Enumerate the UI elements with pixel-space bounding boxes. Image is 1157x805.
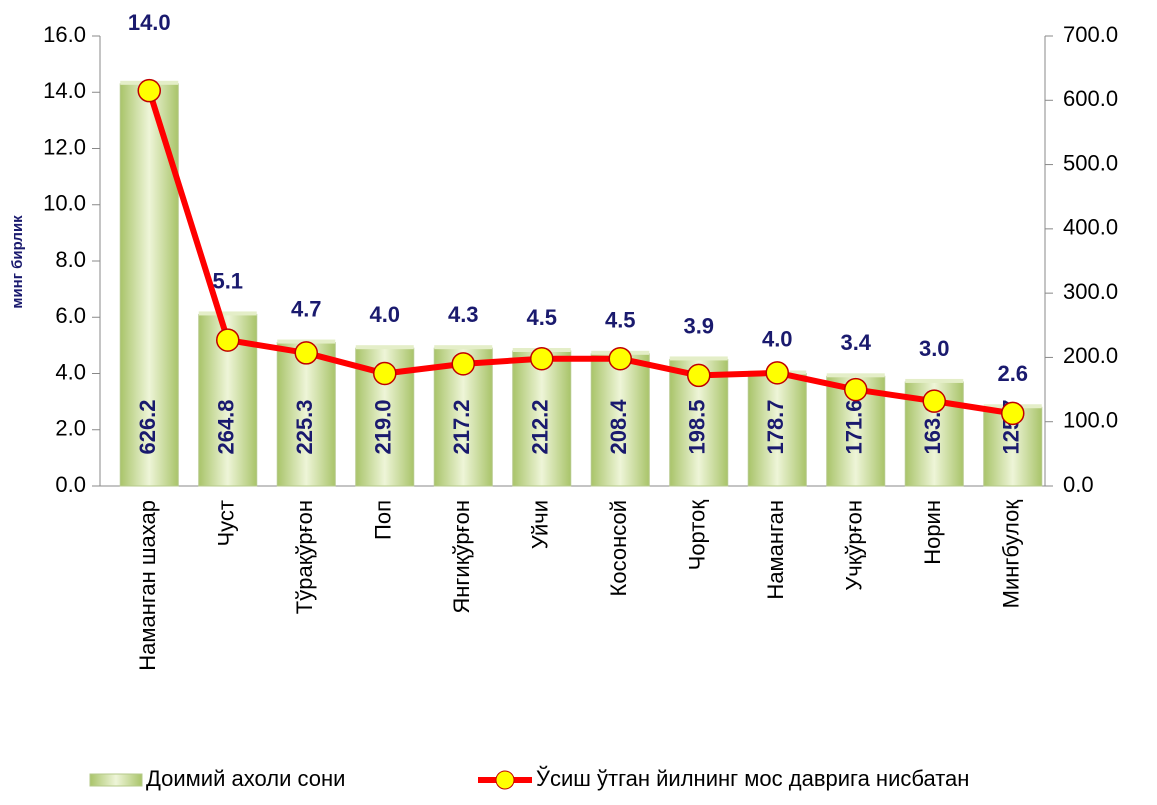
inner-label: 626.2 [135,399,160,454]
bar-top [905,378,964,383]
top-label: 3.4 [840,330,871,355]
x-tick-label: Учқўрғон [842,500,867,591]
legend-label: Доимий ахоли сони [146,766,345,791]
y-tick-label: 2.0 [55,416,86,441]
y2-tick-label: 100.0 [1063,408,1118,433]
line [146,89,1014,417]
y-tick-label: 8.0 [55,247,86,272]
bar [276,342,336,487]
y2-tick-label: 600.0 [1063,86,1118,111]
line-marker [137,78,161,103]
inner-label: 264.8 [214,399,239,454]
inner-label: 219.0 [371,399,396,454]
line-marker [765,361,789,385]
top-label: 4.7 [291,296,322,321]
x-tick-label: Мингбулоқ [999,500,1024,609]
x-tick-label: Поп [371,500,396,540]
x-tick-label: Чуст [214,500,239,547]
y2-tick-label: 200.0 [1063,343,1118,368]
top-label: 4.0 [369,302,400,327]
bar-top [434,345,493,350]
x-tick-label: Уйчи [528,500,553,549]
y2-tick-label: 500.0 [1063,150,1118,175]
top-label: 5.1 [212,268,243,293]
top-label: 4.5 [605,308,636,333]
inner-label: 217.2 [449,399,474,454]
top-label: 2.6 [997,361,1028,386]
y-axis-label: минг бирлик [9,215,26,309]
line-marker [373,361,397,386]
line-marker [530,346,554,371]
x-tick-label: Наманган шахар [135,500,160,671]
y2-tick-label: 700.0 [1063,22,1118,47]
x-tick-label: Тўрақўрғон [292,500,317,614]
y-tick-label: 10.0 [43,191,86,216]
top-label: 3.9 [683,313,714,338]
inner-label: 178.7 [763,399,788,454]
y2-tick-label: 400.0 [1063,215,1118,240]
legend-label: Ўсиш ўтган йилнинг мос даврига нисбатан [536,765,969,791]
bar [512,350,572,487]
line-marker [294,341,318,365]
y-tick-label: 16.0 [43,22,86,47]
top-label: 4.0 [762,327,793,352]
x-tick-label: Косонсой [606,500,631,596]
line-marker [687,363,711,388]
top-label: 3.0 [919,336,950,361]
y-tick-label: 4.0 [55,359,86,384]
bar-top [826,373,885,378]
y-tick-label: 12.0 [43,134,86,159]
bar-top [355,345,414,350]
legend-marker [495,770,515,790]
inner-label: 225.3 [292,399,317,454]
top-label: 4.5 [526,305,557,330]
line-marker [608,346,632,371]
line-marker [1001,401,1025,426]
x-tick-label: Чортоқ [685,500,710,571]
inner-label: 212.2 [528,399,553,454]
top-label: 4.3 [448,302,479,327]
line-marker [922,389,946,413]
inner-label: 198.5 [685,399,710,454]
bar [983,406,1043,487]
legend-swatch [89,773,143,787]
bar [747,373,807,487]
y-tick-label: 6.0 [55,303,86,328]
line-marker [216,328,240,352]
bar-top [198,311,257,316]
y-tick-label: 14.0 [43,78,86,103]
bar [590,353,650,487]
y2-tick-label: 0.0 [1063,472,1094,497]
x-tick-label: Норин [920,500,945,565]
top-label: 14.0 [128,10,171,35]
line-marker [451,352,475,376]
y2-tick-label: 300.0 [1063,279,1118,304]
bar-top [669,356,728,361]
y-tick-label: 0.0 [55,472,86,497]
inner-label: 171.6 [842,399,867,454]
inner-label: 208.4 [606,399,631,455]
x-tick-label: Янгиқўрғон [449,500,474,614]
line-marker [844,377,868,402]
x-tick-label: Наманган [763,500,788,600]
